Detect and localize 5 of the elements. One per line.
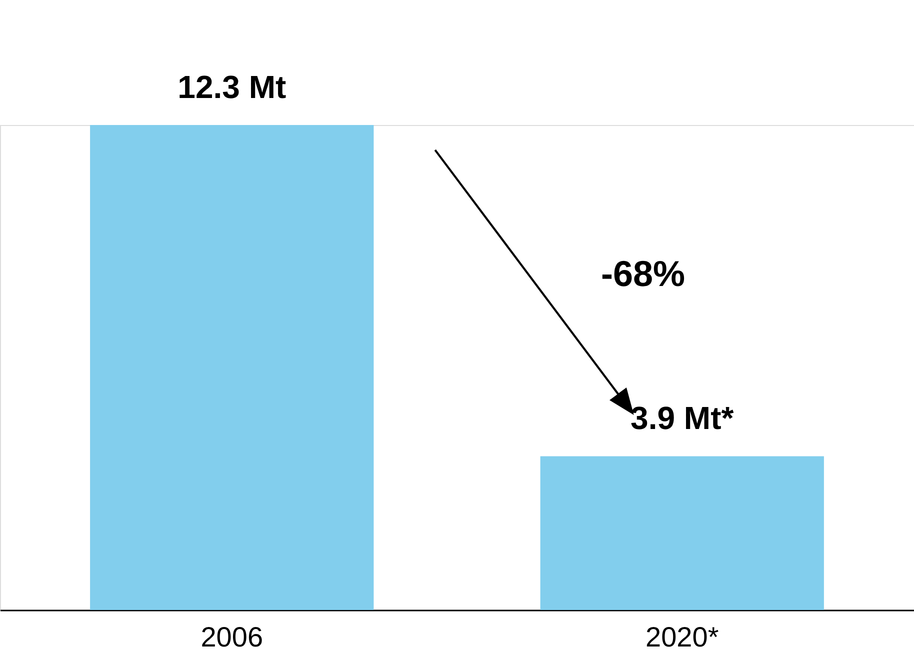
annotation: -68%	[600, 253, 686, 294]
x-tick-label: 2006	[200, 622, 264, 652]
x-tick-label: 2020*	[646, 622, 719, 652]
data-label: 12.3 Mt	[178, 69, 286, 105]
data-label: 3.9 Mt*	[630, 400, 734, 436]
